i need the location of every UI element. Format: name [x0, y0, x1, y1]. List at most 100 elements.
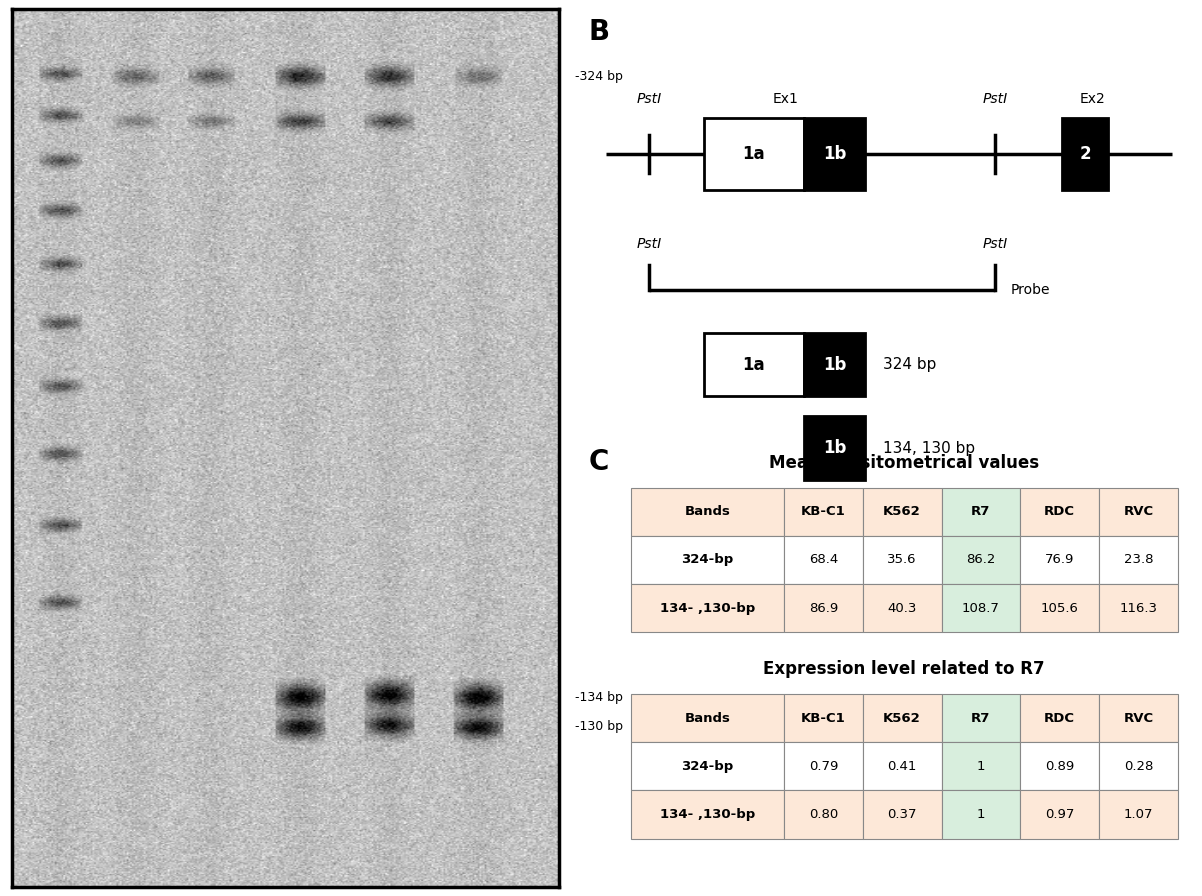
Text: -324 bp: -324 bp: [576, 70, 624, 83]
Text: 134, 130 bp: 134, 130 bp: [883, 441, 975, 455]
Text: 1: 1: [977, 760, 986, 773]
Bar: [703, 118, 804, 190]
Text: 86.2: 86.2: [966, 554, 995, 566]
Text: Bands: Bands: [684, 711, 731, 725]
Text: 105.6: 105.6: [1041, 602, 1078, 615]
Bar: [1099, 742, 1178, 790]
Bar: [1020, 694, 1099, 742]
Bar: [631, 487, 784, 536]
Text: 108.7: 108.7: [962, 602, 1000, 615]
Bar: [804, 118, 864, 190]
Bar: [804, 417, 864, 479]
Text: KB-C1: KB-C1: [801, 505, 846, 518]
Text: B: B: [588, 18, 609, 46]
Text: Expression level related to R7: Expression level related to R7: [763, 660, 1045, 678]
Text: 0.41: 0.41: [887, 760, 917, 773]
Bar: [863, 487, 941, 536]
Bar: [784, 742, 863, 790]
Text: RVC: RVC: [1124, 505, 1154, 518]
Text: PstI: PstI: [636, 91, 661, 106]
Text: Mean densitometrical values: Mean densitometrical values: [769, 453, 1040, 471]
Text: Probe: Probe: [1011, 283, 1051, 297]
Bar: [631, 536, 784, 584]
Bar: [631, 790, 784, 839]
Bar: [784, 790, 863, 839]
Text: Ex2: Ex2: [1079, 91, 1106, 106]
Bar: [1063, 118, 1108, 190]
Text: 1b: 1b: [822, 356, 846, 374]
Text: 86.9: 86.9: [809, 602, 838, 615]
Text: 134- ,130-bp: 134- ,130-bp: [660, 602, 755, 615]
Bar: [1020, 584, 1099, 633]
Text: 0.28: 0.28: [1124, 760, 1153, 773]
Bar: [703, 333, 804, 396]
Text: PstI: PstI: [983, 91, 1008, 106]
Text: 324-bp: 324-bp: [682, 554, 733, 566]
Text: 0.89: 0.89: [1045, 760, 1075, 773]
Text: RVC: RVC: [1124, 711, 1154, 725]
Bar: [941, 536, 1020, 584]
Text: 2: 2: [1079, 145, 1091, 163]
Text: 1b: 1b: [822, 439, 846, 457]
Text: 0.37: 0.37: [887, 808, 917, 821]
Bar: [941, 694, 1020, 742]
Bar: [631, 584, 784, 633]
Bar: [863, 694, 941, 742]
Bar: [1020, 487, 1099, 536]
Bar: [941, 487, 1020, 536]
Bar: [863, 536, 941, 584]
Text: PstI: PstI: [636, 237, 661, 251]
Bar: [941, 584, 1020, 633]
Bar: [631, 742, 784, 790]
Text: RDC: RDC: [1045, 505, 1075, 518]
Text: C: C: [588, 448, 608, 476]
Bar: [1020, 790, 1099, 839]
Text: 1: 1: [977, 808, 986, 821]
Text: 0.97: 0.97: [1045, 808, 1075, 821]
Text: 1b: 1b: [822, 145, 846, 163]
Text: 324 bp: 324 bp: [883, 358, 936, 372]
Bar: [784, 536, 863, 584]
Bar: [863, 790, 941, 839]
Text: 0.80: 0.80: [809, 808, 838, 821]
Text: R7: R7: [971, 505, 990, 518]
Text: 40.3: 40.3: [887, 602, 917, 615]
Text: K562: K562: [883, 711, 921, 725]
Text: 134- ,130-bp: 134- ,130-bp: [660, 808, 755, 821]
Bar: [863, 584, 941, 633]
Bar: [1099, 584, 1178, 633]
Bar: [1099, 536, 1178, 584]
Bar: [863, 742, 941, 790]
Text: 1a: 1a: [743, 356, 766, 374]
Text: 35.6: 35.6: [887, 554, 917, 566]
Bar: [631, 694, 784, 742]
Bar: [1099, 487, 1178, 536]
Text: 116.3: 116.3: [1119, 602, 1158, 615]
Bar: [1099, 790, 1178, 839]
Text: 0.79: 0.79: [809, 760, 838, 773]
Bar: [1020, 536, 1099, 584]
Text: 23.8: 23.8: [1124, 554, 1153, 566]
Bar: [804, 333, 864, 396]
Bar: [784, 487, 863, 536]
Text: 1.07: 1.07: [1124, 808, 1153, 821]
Text: 324-bp: 324-bp: [682, 760, 733, 773]
Text: Bands: Bands: [684, 505, 731, 518]
Bar: [1020, 742, 1099, 790]
Text: KB-C1: KB-C1: [801, 711, 846, 725]
Text: 1a: 1a: [743, 145, 766, 163]
Text: 68.4: 68.4: [809, 554, 838, 566]
Bar: [941, 742, 1020, 790]
Text: K562: K562: [883, 505, 921, 518]
Bar: [784, 694, 863, 742]
Text: -134 bp: -134 bp: [576, 691, 624, 703]
Text: -130 bp: -130 bp: [576, 720, 624, 733]
Text: RDC: RDC: [1045, 711, 1075, 725]
Bar: [1099, 694, 1178, 742]
Text: PstI: PstI: [983, 237, 1008, 251]
Bar: [784, 584, 863, 633]
Bar: [941, 790, 1020, 839]
Text: 76.9: 76.9: [1045, 554, 1075, 566]
Text: R7: R7: [971, 711, 990, 725]
Text: Ex1: Ex1: [773, 91, 798, 106]
